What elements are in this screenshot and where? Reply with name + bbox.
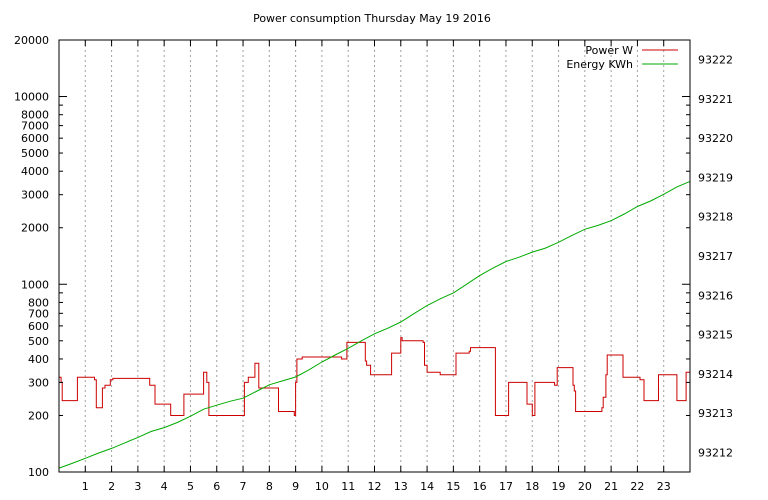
x-tick-label: 1 <box>82 480 89 493</box>
y2-tick-label: 93215 <box>698 329 733 342</box>
y-tick-label: 4000 <box>21 165 49 178</box>
y-tick-label: 800 <box>28 296 49 309</box>
y2-tick-label: 93221 <box>698 93 733 106</box>
y-tick-label: 7000 <box>21 120 49 133</box>
series-layer <box>58 180 691 469</box>
x-tick-label: 16 <box>473 480 487 493</box>
x-tick-label: 17 <box>499 480 513 493</box>
y-tick-label: 200 <box>28 409 49 422</box>
y-tick-label: 6000 <box>21 132 49 145</box>
x-tick-label: 4 <box>161 480 168 493</box>
x-tick-label: 22 <box>630 480 644 493</box>
x-tick-label: 11 <box>341 480 355 493</box>
x-tick-label: 21 <box>604 480 618 493</box>
x-tick-label: 8 <box>266 480 273 493</box>
x-tick-label: 9 <box>292 480 299 493</box>
y-tick-label: 8000 <box>21 109 49 122</box>
y2-tick-label: 93219 <box>698 171 733 184</box>
y-tick-label: 400 <box>28 353 49 366</box>
x-tick-label: 18 <box>525 480 539 493</box>
y2-tick-label: 93216 <box>698 289 733 302</box>
y-tick-label: 500 <box>28 335 49 348</box>
y-tick-label: 600 <box>28 320 49 333</box>
legend-label-power-w: Power W <box>585 44 633 57</box>
x-tick-label: 15 <box>446 480 460 493</box>
y2-tick-label: 93213 <box>698 407 733 420</box>
y2-tick-label: 93222 <box>698 54 733 67</box>
x-tick-label: 20 <box>578 480 592 493</box>
y-tick-label: 300 <box>28 376 49 389</box>
y-tick-label: 2000 <box>21 222 49 235</box>
y2-tick-label: 93217 <box>698 250 733 263</box>
y2-tick-label: 93214 <box>698 368 733 381</box>
y-tick-label: 700 <box>28 307 49 320</box>
x-tick-label: 13 <box>394 480 408 493</box>
x-tick-label: 10 <box>315 480 329 493</box>
x-tick-label: 2 <box>108 480 115 493</box>
x-tick-label: 7 <box>240 480 247 493</box>
y-tick-label: 5000 <box>21 147 49 160</box>
x-tick-label: 5 <box>187 480 194 493</box>
y-tick-label: 10000 <box>14 91 49 104</box>
x-tick-label: 12 <box>368 480 382 493</box>
y-tick-label: 100 <box>28 466 49 479</box>
series-power-w-line <box>59 337 691 416</box>
y2-tick-label: 93212 <box>698 446 733 459</box>
y-tick-label: 1000 <box>21 278 49 291</box>
y-tick-label: 3000 <box>21 189 49 202</box>
y2-tick-label: 93220 <box>698 132 733 145</box>
x-tick-label: 3 <box>134 480 141 493</box>
series-energy-kwh-line <box>58 180 691 469</box>
grid <box>84 40 665 472</box>
legend-label-energy-kwh: Energy KWh <box>566 58 633 71</box>
y-tick-label: 20000 <box>14 34 49 47</box>
axes: 1 2 3 4 5 6 7 8 9 10 11 12 13 14 15 16 17 18 19 20 21 22 23100… <box>14 34 733 493</box>
y2-tick-label: 93218 <box>698 211 733 224</box>
x-tick-label: 6 <box>213 480 220 493</box>
chart-title: Power consumption Thursday May 19 2016 <box>253 12 491 25</box>
x-tick-label: 23 <box>657 480 671 493</box>
x-tick-label: 19 <box>552 480 566 493</box>
x-tick-label: 14 <box>420 480 434 493</box>
